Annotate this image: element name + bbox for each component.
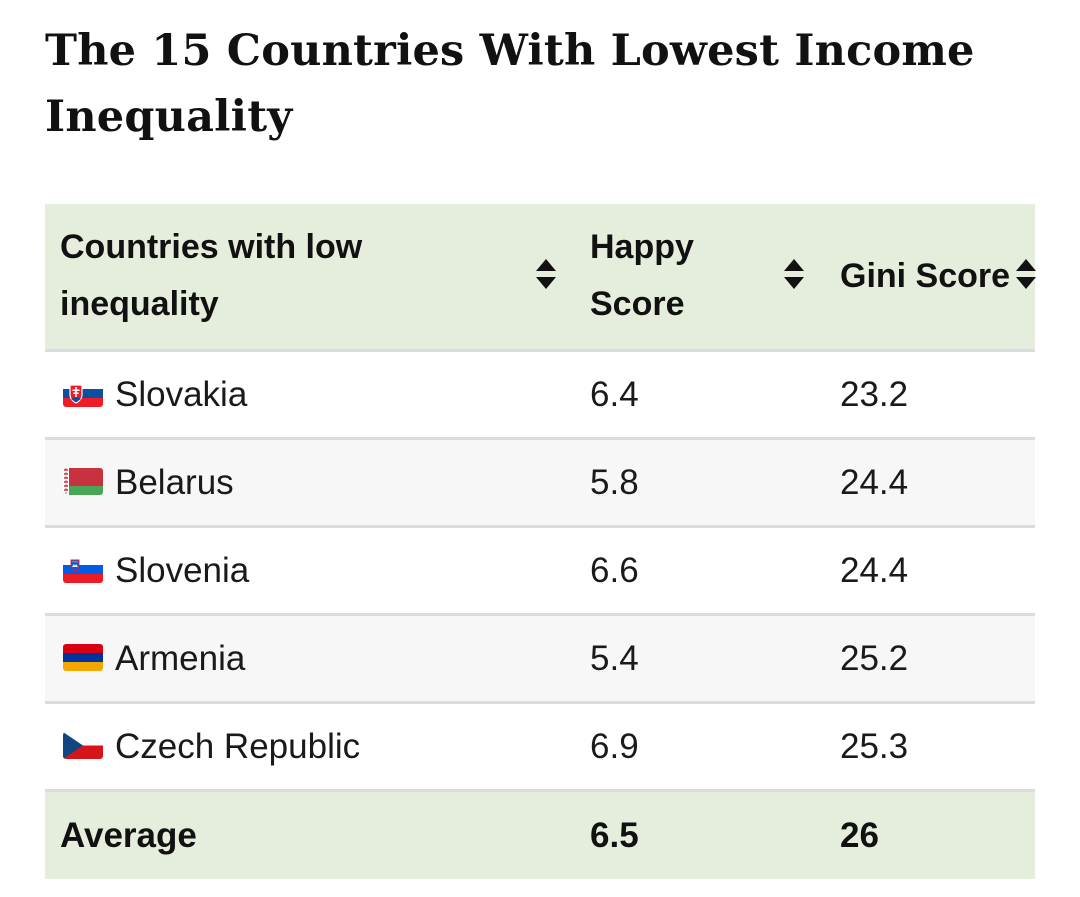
sort-icon[interactable]: [783, 257, 805, 291]
table-header: Countries with low inequality Happy Scor…: [45, 204, 1037, 352]
column-header-happy-score[interactable]: Happy Score: [573, 204, 823, 349]
page-title: The 15 Countries With Lowest Income Ineq…: [45, 26, 975, 142]
happy-score: 5.4: [590, 639, 639, 678]
average-happy-score: 6.5: [590, 816, 639, 855]
gini-score: 23.2: [840, 375, 909, 414]
gini-score: 25.3: [840, 727, 909, 766]
column-header-happy-score-label: Happy Score: [590, 228, 694, 323]
country-name: Belarus: [115, 463, 234, 502]
inequality-table: Countries with low inequality Happy Scor…: [45, 204, 1037, 879]
column-header-country[interactable]: Countries with low inequality: [45, 204, 573, 349]
gini-score: 24.4: [840, 551, 909, 590]
table-row: Armenia 5.4 25.2: [45, 616, 1035, 704]
country-name: Czech Republic: [115, 727, 361, 766]
slovenia-flag-icon: [63, 556, 103, 583]
average-label: Average: [60, 816, 197, 855]
table-row: Czech Republic 6.9 25.3: [45, 704, 1035, 792]
average-gini-score: 26: [840, 816, 879, 855]
column-header-country-label: Countries with low inequality: [60, 228, 363, 323]
table-row: Belarus 5.8 24.4: [45, 440, 1035, 528]
gini-score: 24.4: [840, 463, 909, 502]
table-footer-average: Average 6.5 26: [45, 792, 1035, 879]
country-name: Slovakia: [115, 375, 248, 414]
sort-icon[interactable]: [1015, 257, 1037, 291]
column-header-gini-score[interactable]: Gini Score: [823, 204, 1037, 349]
table-row: Slovenia 6.6 24.4: [45, 528, 1035, 616]
country-name: Slovenia: [115, 551, 250, 590]
slovakia-flag-icon: [63, 380, 103, 407]
happy-score: 6.6: [590, 551, 639, 590]
sort-icon[interactable]: [535, 257, 557, 291]
happy-score: 5.8: [590, 463, 639, 502]
happy-score: 6.9: [590, 727, 639, 766]
armenia-flag-icon: [63, 644, 103, 671]
column-header-gini-score-label: Gini Score: [840, 257, 1011, 295]
table-row: Slovakia 6.4 23.2: [45, 352, 1035, 440]
gini-score: 25.2: [840, 639, 909, 678]
happy-score: 6.4: [590, 375, 639, 414]
country-name: Armenia: [115, 639, 246, 678]
czech-flag-icon: [63, 732, 103, 759]
belarus-flag-icon: [63, 468, 103, 495]
